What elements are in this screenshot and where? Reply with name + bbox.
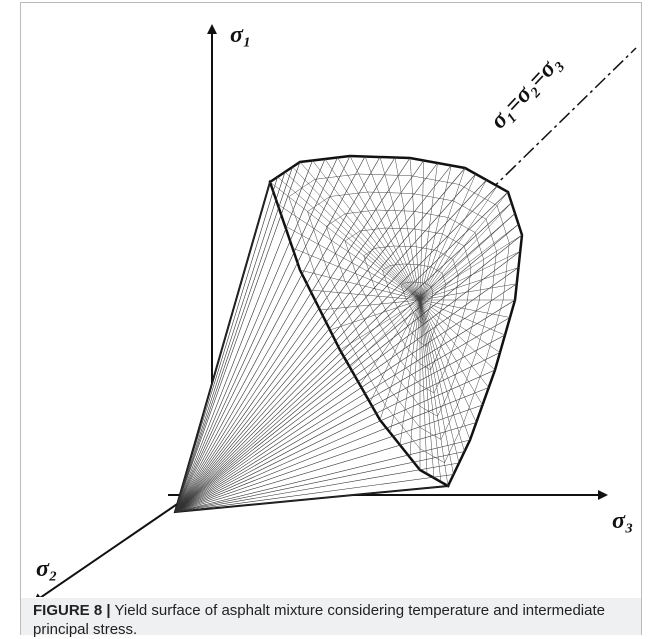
mesh-line <box>174 157 396 513</box>
mesh-line <box>174 283 517 513</box>
mesh-line <box>174 369 496 513</box>
mesh-line <box>174 439 471 513</box>
mesh-line <box>174 234 523 513</box>
mesh-line <box>174 162 438 513</box>
mesh-line <box>174 485 449 513</box>
mesh-ring <box>307 191 497 440</box>
mesh-line <box>174 179 487 513</box>
caption-text: Yield surface of asphalt mixture conside… <box>33 602 605 638</box>
caption: FIGURE 8 | Yield surface of asphalt mixt… <box>21 598 641 638</box>
hydrostatic-axis <box>469 47 637 211</box>
mesh-line <box>174 176 278 513</box>
mesh-line <box>174 224 519 513</box>
yield-surface <box>173 154 524 514</box>
mesh-line <box>174 251 521 513</box>
mesh-line <box>174 352 501 513</box>
mesh-line <box>174 171 286 513</box>
mesh-line <box>174 157 411 513</box>
mesh-line <box>174 474 454 513</box>
mesh-line <box>174 165 452 513</box>
mesh-line <box>174 451 465 513</box>
mesh-line <box>174 166 293 513</box>
mesh-line <box>174 422 477 513</box>
mesh-line <box>174 167 466 513</box>
mesh-line <box>174 299 516 513</box>
mesh-line <box>174 404 483 513</box>
mesh-line <box>174 158 326 513</box>
mesh-line <box>174 156 381 513</box>
hydrostatic-label: σ₁=σ₂=σ₃ <box>485 50 566 134</box>
sigma1-label: σ₁ <box>230 22 251 48</box>
mesh-ring <box>400 281 434 324</box>
figure: σ₁ σ₃ σ₂ σ₁=σ₂=σ₃ <box>32 22 637 597</box>
sigma3-label: σ₃ <box>612 508 633 534</box>
mesh-line <box>174 155 351 513</box>
sigma2-label: σ₂ <box>36 556 57 582</box>
mesh-ring <box>344 227 472 394</box>
mesh-line <box>174 173 476 513</box>
mesh-line <box>174 191 509 513</box>
mesh-ring <box>325 209 485 417</box>
mesh-line <box>174 185 498 513</box>
mesh-line <box>174 334 506 513</box>
mesh-line <box>174 161 301 513</box>
mesh-line <box>174 160 313 513</box>
mesh-line <box>174 213 516 513</box>
mesh-line <box>174 317 511 513</box>
mesh-ring <box>363 245 459 371</box>
mesh-line <box>174 157 338 513</box>
mesh-line <box>174 462 460 513</box>
mesh-line <box>174 160 424 513</box>
mesh-line <box>174 181 271 513</box>
mesh-ring <box>382 263 446 347</box>
mesh-ring <box>288 173 510 464</box>
caption-label: FIGURE 8 | <box>33 602 111 619</box>
mesh-line <box>174 202 512 513</box>
mesh-line <box>174 156 366 513</box>
